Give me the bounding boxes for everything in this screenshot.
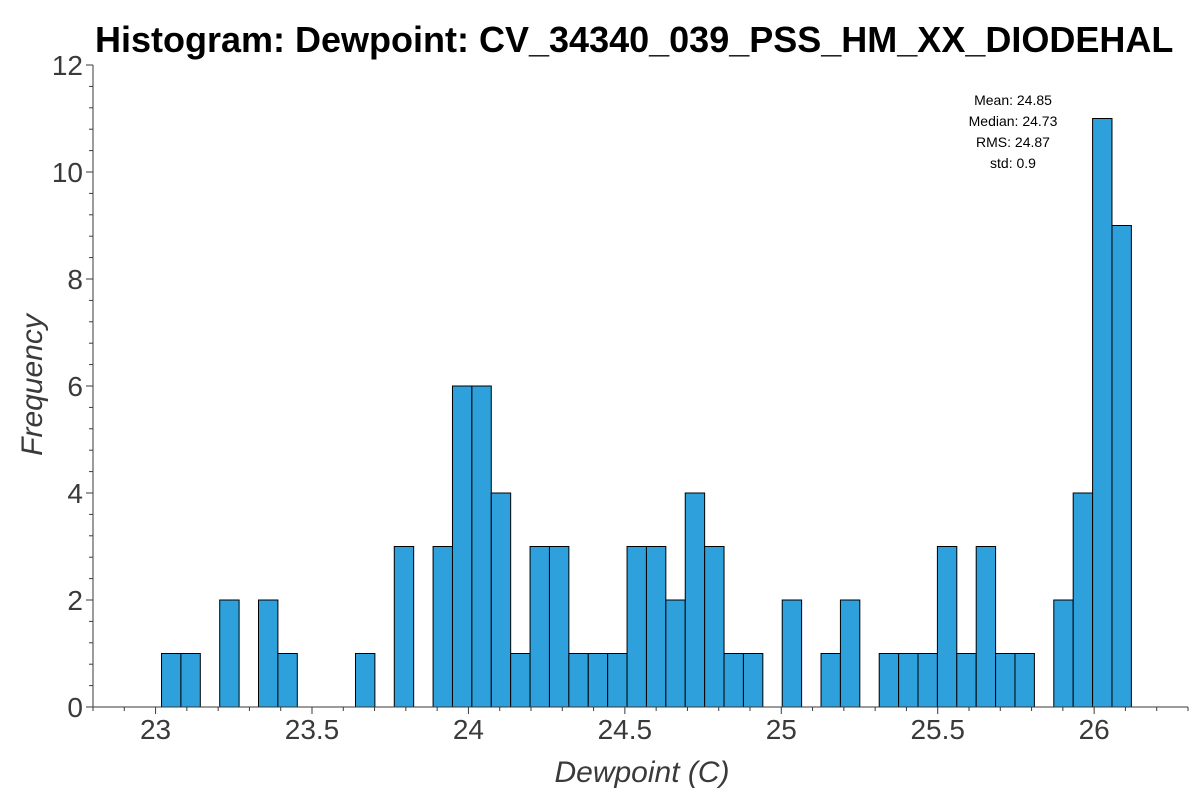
stats-mean: Mean: 24.85: [974, 92, 1052, 108]
histogram-bar: [393, 546, 415, 708]
histogram-bar: [684, 492, 706, 708]
histogram-bar: [704, 546, 725, 708]
histogram-bar: [587, 653, 609, 708]
x-tick-label: 24.5: [598, 714, 653, 745]
histogram-bar: [1014, 653, 1035, 708]
x-tick-label: 23.5: [285, 714, 340, 745]
stats-std: std: 0.9: [990, 155, 1036, 171]
x-tick-label: 25: [766, 714, 797, 745]
histogram-bar: [258, 599, 279, 708]
histogram-bar: [936, 546, 958, 708]
histogram-bar: [781, 599, 803, 708]
stats-median: Median: 24.73: [969, 113, 1058, 129]
y-tick-label: 10: [52, 157, 83, 188]
histogram-bar: [626, 546, 647, 708]
x-tick-label: 26: [1079, 714, 1110, 745]
y-tick-label: 12: [52, 50, 83, 81]
histogram-bar: [956, 653, 977, 708]
histogram-bar: [607, 653, 628, 708]
histogram-bar: [917, 653, 938, 708]
histogram-bar: [568, 653, 589, 708]
histogram-bar: [451, 385, 473, 708]
x-axis-label: Dewpoint (C): [554, 756, 729, 789]
x-ticks-group: 23 23.5 24 24.5 25 25.5 26: [92, 707, 1189, 745]
x-tick-label: 24: [453, 714, 484, 745]
histogram-bar: [878, 653, 900, 708]
y-axis-label: Frequency: [16, 312, 49, 456]
x-tick-label: 23: [140, 714, 171, 745]
histogram-bar: [432, 546, 453, 708]
histogram-bar: [898, 653, 919, 708]
histogram-bar: [995, 653, 1016, 708]
histogram-bar: [1092, 118, 1113, 708]
histogram-bar: [820, 653, 841, 708]
chart-title: Histogram: Dewpoint: CV_34340_039_PSS_HM…: [95, 19, 1173, 60]
histogram-bar: [975, 546, 997, 708]
histogram-bar: [723, 653, 744, 708]
histogram-bar: [742, 653, 764, 708]
histogram-bar: [180, 653, 201, 708]
histogram-bar: [1072, 492, 1094, 708]
y-tick-label: 6: [67, 371, 83, 402]
y-tick-label: 8: [67, 264, 83, 295]
histogram-bar: [490, 492, 512, 708]
histogram-bar: [645, 546, 667, 708]
histogram-bar: [548, 546, 570, 708]
histogram-bar: [1111, 225, 1132, 708]
y-tick-label: 0: [67, 692, 83, 723]
histogram-bar: [219, 599, 240, 708]
histogram-bar: [839, 599, 861, 708]
stats-box: Mean: 24.85 Median: 24.73 RMS: 24.87 std…: [969, 92, 1058, 171]
histogram-bar: [161, 653, 182, 708]
x-tick-label: 25.5: [910, 714, 965, 745]
y-tick-label: 4: [67, 478, 83, 509]
histogram-bar: [665, 599, 686, 708]
y-tick-label: 2: [67, 585, 83, 616]
histogram-bar: [354, 653, 376, 708]
stats-rms: RMS: 24.87: [976, 134, 1050, 150]
histogram-bar: [529, 546, 550, 708]
histogram-bar: [1053, 599, 1074, 708]
histogram-bar: [471, 385, 492, 708]
y-ticks-group: 0 2 4 6 8 10 12: [52, 50, 93, 723]
histogram-bar: [277, 653, 298, 708]
histogram-bar: [510, 653, 531, 708]
bars-group: [161, 118, 1132, 708]
